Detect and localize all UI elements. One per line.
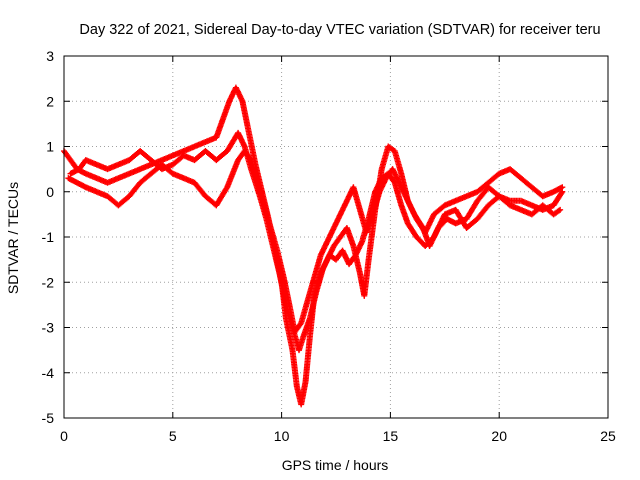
x-tick-label: 25	[600, 428, 616, 444]
y-tick-label: -1	[42, 229, 55, 245]
series-track-c	[65, 148, 566, 336]
series-track-a	[61, 84, 566, 408]
data-points	[61, 84, 566, 408]
data-point	[557, 206, 564, 213]
x-tick-label: 5	[169, 428, 177, 444]
series-track-b	[67, 129, 564, 354]
y-tick-label: -2	[42, 274, 55, 290]
x-tick-label: 15	[383, 428, 399, 444]
chart-title: Day 322 of 2021, Sidereal Day-to-day VTE…	[79, 22, 600, 38]
x-tick-label: 0	[60, 428, 68, 444]
y-tick-label: 1	[46, 139, 54, 155]
x-axis-label: GPS time / hours	[282, 457, 389, 473]
y-axis-label: SDTVAR / TECUs	[5, 182, 21, 294]
y-tick-label: 3	[46, 48, 54, 64]
grid-lines	[64, 56, 608, 418]
data-point	[558, 189, 565, 196]
x-tick-label: 10	[274, 428, 290, 444]
x-tick-label: 20	[491, 428, 507, 444]
y-tick-label: 0	[46, 184, 54, 200]
data-point	[559, 188, 566, 195]
y-tick-label: -3	[42, 320, 55, 336]
y-tick-label: -5	[42, 410, 55, 426]
axis-ticks: 0 5 10 15 20 25 -5 -4 -3 -2 -1 0 1 2 3	[42, 48, 616, 444]
y-tick-label: 2	[46, 93, 54, 109]
y-tick-label: -4	[42, 365, 55, 381]
